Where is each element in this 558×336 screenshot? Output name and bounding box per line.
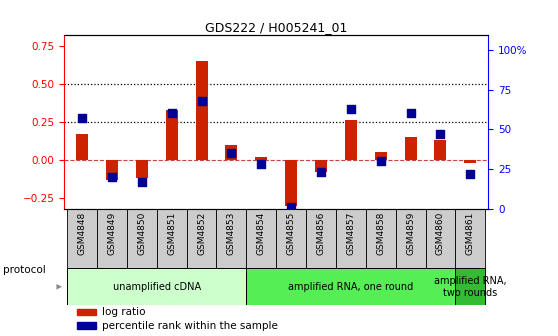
- Bar: [246, 268, 455, 305]
- Text: GSM4854: GSM4854: [257, 212, 266, 255]
- Bar: [127, 209, 157, 268]
- Bar: [455, 268, 485, 305]
- Text: amplified RNA,
two rounds: amplified RNA, two rounds: [434, 276, 507, 298]
- Bar: [77, 309, 96, 315]
- Bar: [375, 153, 387, 160]
- Bar: [306, 209, 336, 268]
- Bar: [157, 209, 186, 268]
- Bar: [225, 145, 237, 160]
- Text: protocol: protocol: [3, 265, 46, 276]
- Bar: [256, 157, 267, 160]
- Point: [78, 116, 86, 121]
- Text: GSM4860: GSM4860: [436, 212, 445, 255]
- Bar: [166, 110, 177, 160]
- Bar: [285, 160, 297, 206]
- Point: [347, 106, 355, 111]
- Point: [197, 98, 206, 103]
- Point: [376, 158, 385, 164]
- Bar: [246, 209, 276, 268]
- Point: [167, 111, 176, 116]
- Bar: [195, 61, 208, 160]
- Point: [137, 179, 146, 184]
- Bar: [405, 137, 417, 160]
- Text: unamplified cDNA: unamplified cDNA: [113, 282, 201, 292]
- Bar: [77, 323, 96, 329]
- Text: GSM4849: GSM4849: [108, 212, 117, 255]
- Point: [257, 162, 266, 167]
- Text: GSM4859: GSM4859: [406, 212, 415, 255]
- Bar: [76, 134, 88, 160]
- Text: GSM4850: GSM4850: [137, 212, 146, 255]
- Bar: [276, 209, 306, 268]
- Text: GSM4856: GSM4856: [316, 212, 325, 255]
- Point: [108, 174, 117, 180]
- Text: GSM4855: GSM4855: [287, 212, 296, 255]
- Text: GSM4857: GSM4857: [347, 212, 355, 255]
- Text: log ratio: log ratio: [102, 307, 146, 317]
- Bar: [97, 209, 127, 268]
- Text: percentile rank within the sample: percentile rank within the sample: [102, 321, 278, 331]
- Bar: [217, 209, 246, 268]
- Text: GSM4851: GSM4851: [167, 212, 176, 255]
- Title: GDS222 / H005241_01: GDS222 / H005241_01: [205, 21, 348, 34]
- Bar: [67, 268, 246, 305]
- Point: [227, 151, 236, 156]
- Bar: [426, 209, 455, 268]
- Bar: [106, 160, 118, 180]
- Bar: [136, 160, 148, 178]
- Bar: [396, 209, 426, 268]
- Point: [287, 205, 296, 210]
- Bar: [67, 209, 97, 268]
- Point: [316, 170, 325, 175]
- Point: [466, 171, 475, 176]
- Text: GSM4861: GSM4861: [466, 212, 475, 255]
- Point: [436, 131, 445, 137]
- Text: amplified RNA, one round: amplified RNA, one round: [288, 282, 413, 292]
- Bar: [315, 160, 327, 172]
- Text: GSM4853: GSM4853: [227, 212, 236, 255]
- Bar: [435, 140, 446, 160]
- Text: GSM4848: GSM4848: [78, 212, 86, 255]
- Bar: [366, 209, 396, 268]
- Point: [406, 111, 415, 116]
- Bar: [455, 209, 485, 268]
- Bar: [464, 160, 477, 163]
- Text: GSM4858: GSM4858: [376, 212, 385, 255]
- Bar: [186, 209, 217, 268]
- Text: GSM4852: GSM4852: [197, 212, 206, 255]
- Bar: [345, 121, 357, 160]
- Bar: [336, 209, 366, 268]
